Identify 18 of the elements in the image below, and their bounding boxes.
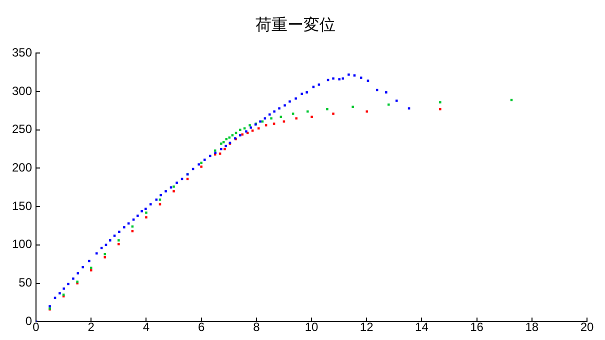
y-tick-label: 100 — [12, 237, 32, 252]
y-tick-label: 300 — [12, 84, 32, 98]
y-tick-label: 250 — [12, 122, 32, 136]
x-tick-label: 18 — [525, 320, 539, 334]
x-tick-label: 8 — [253, 320, 260, 334]
x-tick-label: 10 — [304, 320, 319, 334]
x-tick-label: 14 — [415, 320, 429, 334]
x-tick-label: 20 — [580, 320, 594, 334]
x-tick-label: 2 — [88, 320, 95, 334]
x-tick-label: 12 — [360, 320, 374, 334]
x-tick-label: 16 — [470, 320, 484, 334]
y-tick-label: 50 — [18, 276, 32, 290]
y-tick-label: 350 — [12, 46, 32, 60]
x-tick-label: 4 — [142, 320, 150, 334]
y-tick-label: 200 — [12, 160, 32, 175]
chart-title: 荷重ー変位 — [256, 16, 336, 34]
y-tick-label: 150 — [12, 198, 32, 213]
x-tick-label: 6 — [198, 320, 205, 334]
